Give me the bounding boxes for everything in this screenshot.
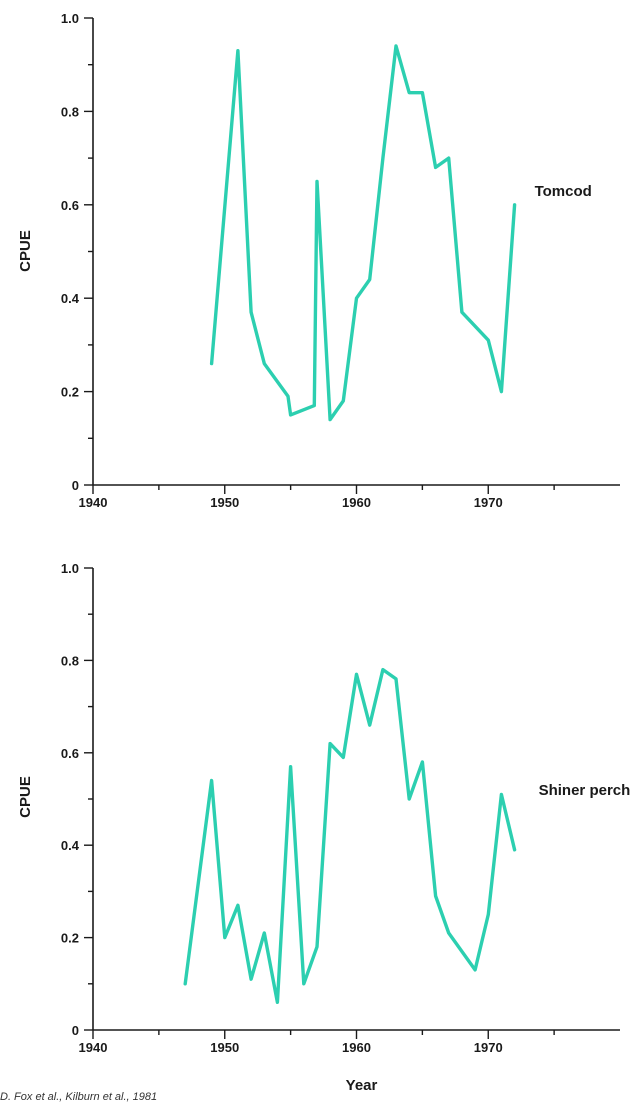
x-tick-label: 1940 <box>79 495 108 510</box>
x-axis-title: Year <box>346 1077 378 1094</box>
source-note: D. Fox et al., Kilburn et al., 1981 <box>0 1091 158 1103</box>
x-tick-label: 1970 <box>474 1040 503 1055</box>
y-tick-label: 0.6 <box>61 198 79 213</box>
series-label: Shiner perch <box>539 782 631 799</box>
series-line <box>209 44 517 422</box>
y-tick-label: 1.0 <box>61 561 79 576</box>
x-tick-label: 1950 <box>210 1040 239 1055</box>
y-axis-title: CPUE <box>17 230 34 272</box>
y-tick-label: 0.2 <box>61 385 79 400</box>
shiner-perch-panel: 0 0.2 0.4 0.6 0.8 1.0 1940 1950 1960 1970 CPUE Year… <box>17 561 630 1094</box>
y-tick-label: 0.8 <box>61 653 79 668</box>
y-tick-label: 0 <box>72 1023 79 1038</box>
y-tick-label: 0 <box>72 478 79 493</box>
x-tick-label: 1940 <box>79 1040 108 1055</box>
y-tick-label: 0.6 <box>61 746 79 761</box>
y-tick-label: 1.0 <box>61 11 79 26</box>
x-tick-label: 1960 <box>342 495 371 510</box>
y-tick-label: 0.8 <box>61 104 79 119</box>
series-line <box>183 667 517 1004</box>
series-label: Tomcod <box>535 183 592 200</box>
y-tick-label: 0.2 <box>61 931 79 946</box>
y-tick-label: 0.4 <box>61 291 80 306</box>
x-tick-label: 1970 <box>474 495 503 510</box>
x-tick-label: 1960 <box>342 1040 371 1055</box>
y-axis-title: CPUE <box>17 776 34 818</box>
x-tick-label: 1950 <box>210 495 239 510</box>
tomcod-panel: 0 0.2 0.4 0.6 0.8 1.0 1940 1950 1960 1970 CPUE Tomc… <box>17 11 620 510</box>
y-tick-label: 0.4 <box>61 838 80 853</box>
